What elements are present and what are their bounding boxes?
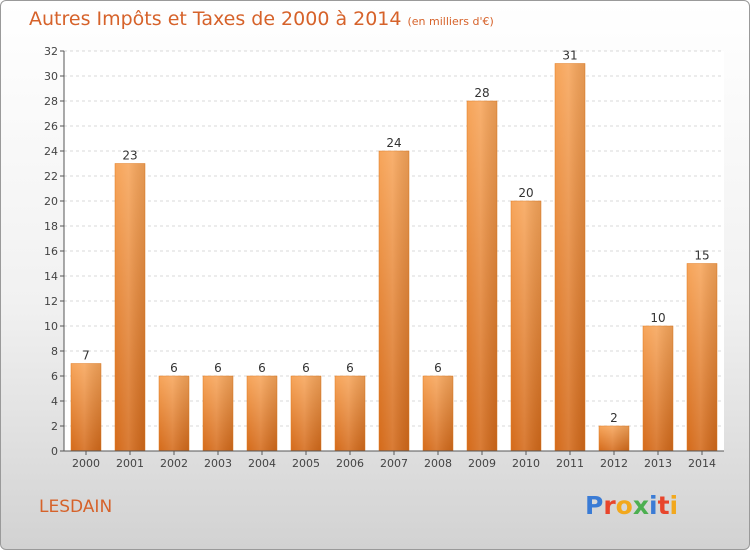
logo-letter: P [585, 491, 604, 520]
y-tick-label: 0 [51, 445, 58, 458]
data-label: 31 [562, 49, 577, 63]
proxiti-logo: Proxiti [585, 491, 678, 520]
x-tick-label: 2007 [380, 457, 408, 470]
y-tick-label: 4 [51, 395, 58, 408]
y-tick-label: 16 [44, 245, 58, 258]
data-label: 6 [346, 361, 354, 375]
x-tick-label: 2005 [292, 457, 320, 470]
y-tick-label: 12 [44, 295, 58, 308]
y-tick-label: 10 [44, 320, 58, 333]
bar-shade [203, 376, 233, 451]
bar-shade [599, 426, 629, 451]
x-tick-label: 2011 [556, 457, 584, 470]
data-label: 7 [82, 349, 90, 363]
x-tick-label: 2009 [468, 457, 496, 470]
y-tick-label: 24 [44, 145, 58, 158]
x-tick-label: 2014 [688, 457, 716, 470]
y-tick-label: 26 [44, 120, 58, 133]
x-tick-label: 2008 [424, 457, 452, 470]
y-tick-label: 30 [44, 70, 58, 83]
y-tick-label: 8 [51, 345, 58, 358]
bar-shade [115, 163, 145, 451]
x-tick-label: 2002 [160, 457, 188, 470]
bar-shade [467, 101, 497, 451]
logo-letter: o [615, 491, 633, 520]
y-tick-label: 22 [44, 170, 58, 183]
data-label: 6 [258, 361, 266, 375]
data-label: 20 [518, 186, 533, 200]
x-tick-label: 2000 [72, 457, 100, 470]
x-tick-label: 2012 [600, 457, 628, 470]
x-tick-label: 2010 [512, 457, 540, 470]
y-tick-label: 18 [44, 220, 58, 233]
y-tick-label: 6 [51, 370, 58, 383]
data-label: 6 [214, 361, 222, 375]
y-tick-label: 20 [44, 195, 58, 208]
data-label: 28 [474, 86, 489, 100]
bar-shade [511, 201, 541, 451]
bar-shade [379, 151, 409, 451]
bar-shade [423, 376, 453, 451]
data-label: 23 [122, 149, 137, 163]
bar-shade [555, 63, 585, 451]
data-label: 6 [302, 361, 310, 375]
data-label: 10 [650, 311, 665, 325]
x-tick-label: 2003 [204, 457, 232, 470]
y-tick-label: 28 [44, 95, 58, 108]
bar-shade [247, 376, 277, 451]
bars: 7 23 6 6 6 6 6 24 6 28 20 31 2 10 15 [70, 49, 718, 452]
logo-letter: i [669, 491, 679, 520]
x-tick-label: 2006 [336, 457, 364, 470]
chart-title: Autres Impôts et Taxes de 2000 à 2014 (en… [29, 8, 494, 30]
place-name: LESDAIN [39, 497, 113, 517]
bar-shade [687, 263, 717, 451]
logo-letter: t [657, 491, 670, 520]
y-tick-label: 2 [51, 420, 58, 433]
x-tick-label: 2004 [248, 457, 276, 470]
data-label: 24 [386, 136, 401, 150]
y-tick-label: 14 [44, 270, 58, 283]
bar-shade [71, 363, 101, 451]
logo-letter: r [603, 491, 616, 520]
chart-title-text: Autres Impôts et Taxes de 2000 à 2014 [29, 8, 402, 30]
data-label: 15 [694, 249, 709, 263]
bar-shade [335, 376, 365, 451]
logo-letter: x [632, 491, 649, 520]
x-tick-label: 2013 [644, 457, 672, 470]
bar-shade [291, 376, 321, 451]
data-label: 2 [610, 411, 618, 425]
logo-letter: i [649, 491, 658, 520]
data-label: 6 [434, 361, 442, 375]
bar-shade [159, 376, 189, 451]
x-tick-label: 2001 [116, 457, 144, 470]
bar-shade [643, 326, 673, 451]
data-label: 6 [170, 361, 178, 375]
y-tick-label: 32 [44, 45, 58, 58]
chart-subtitle: (en milliers d'€) [407, 15, 494, 28]
